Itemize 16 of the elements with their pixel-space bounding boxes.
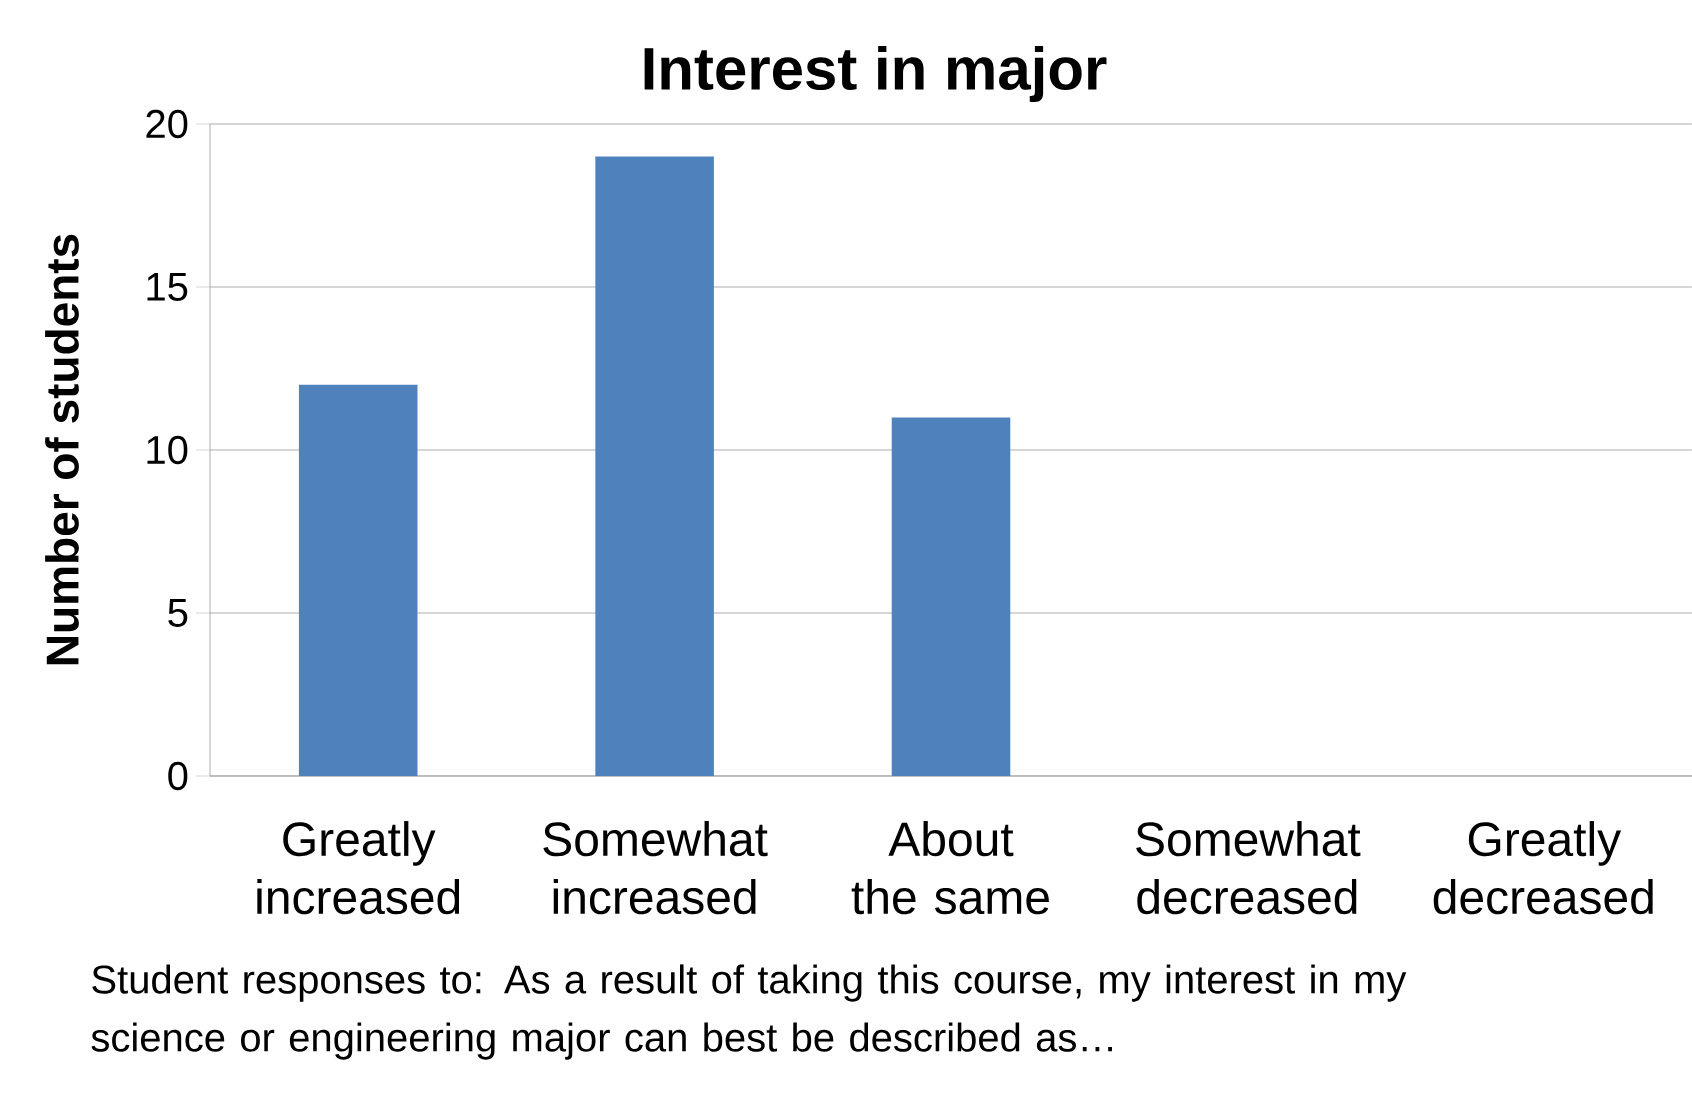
chart-title: Interest in major: [644, 46, 1107, 102]
y-tick-label: 10: [147, 435, 188, 465]
x-tick-label: Somewhat increased: [543, 821, 768, 915]
y-axis-title: Number of students: [45, 234, 79, 665]
x-tick-label: Greatly decreased: [1433, 821, 1653, 915]
x-tick-label: About the same: [851, 821, 1049, 915]
x-tick-label: Somewhat decreased: [1136, 821, 1361, 915]
x-tick-label: Greatly increased: [257, 821, 460, 915]
y-tick-label: 20: [146, 109, 188, 139]
y-tick-label: 5: [168, 599, 188, 627]
bar: [298, 384, 418, 776]
bar: [891, 417, 1011, 776]
y-tick-label: 0: [168, 761, 188, 791]
text: Student responses to: As a result of taking this course, my interest in my science or engineering major can best be described as…: [91, 964, 1407, 1060]
bar: [595, 156, 714, 776]
y-tick-label: 15: [147, 273, 188, 301]
